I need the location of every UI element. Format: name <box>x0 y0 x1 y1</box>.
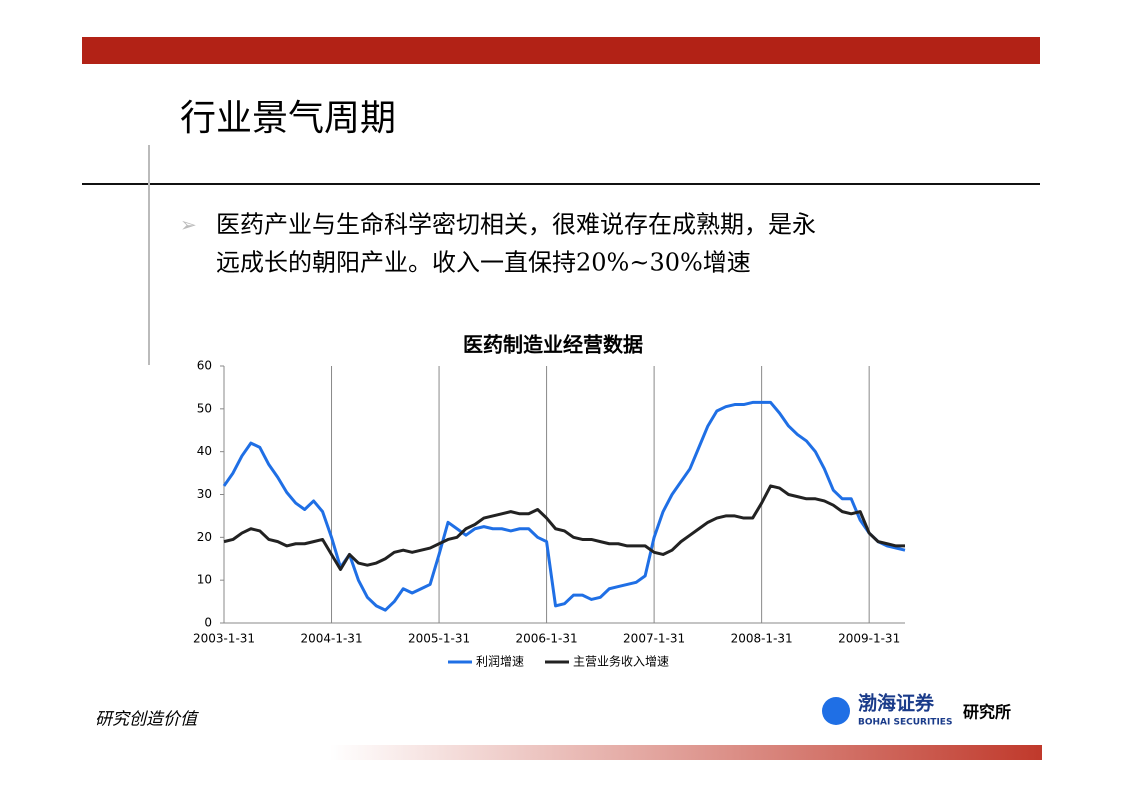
x-tick-label: 2004-1-31 <box>300 632 362 646</box>
series-line <box>223 484 905 571</box>
x-tick-label: 2006-1-31 <box>516 632 578 646</box>
header-bar <box>82 37 1040 64</box>
logo-dept: 研究所 <box>963 703 1011 722</box>
footer-bar <box>330 745 1042 760</box>
x-tick-label: 2005-1-31 <box>408 632 470 646</box>
chart: 0 10 20 30 40 50 60 2003-1-31 2004-1-31 2005-1-31… <box>193 359 906 669</box>
x-tick-label: 2009-1-31 <box>838 632 900 646</box>
logo-cn: 渤海证券 <box>858 692 935 715</box>
y-tick-label: 60 <box>197 359 212 373</box>
series-line <box>222 400 906 612</box>
y-tick-label: 20 <box>197 530 212 544</box>
logo-icon <box>822 697 850 725</box>
legend-label: 利润增速 <box>476 655 524 669</box>
y-tick-label: 50 <box>197 401 212 415</box>
x-tick-label: 2008-1-31 <box>731 632 793 646</box>
y-tick-label: 40 <box>197 444 212 458</box>
motto: 研究创造价值 <box>95 710 199 730</box>
chart-title: 医药制造业经营数据 <box>463 333 643 357</box>
slide-title: 行业景气周期 <box>180 98 396 139</box>
y-tick-label: 10 <box>197 573 212 587</box>
x-tick-label: 2007-1-31 <box>623 632 685 646</box>
bullet-line: 远成长的朝阳产业。收入一直保持20%~30%增速 <box>216 249 751 277</box>
y-tick-label: 30 <box>197 487 212 501</box>
legend-label: 主营业务收入增速 <box>573 654 669 669</box>
bullet-marker: ➢ <box>180 213 197 237</box>
bullet-line: 医药产业与生命科学密切相关，很难说存在成熟期，是永 <box>216 211 816 239</box>
logo-en: BOHAI SECURITIES <box>858 718 952 728</box>
y-tick-label: 0 <box>204 616 212 630</box>
x-tick-label: 2003-1-31 <box>193 632 255 646</box>
